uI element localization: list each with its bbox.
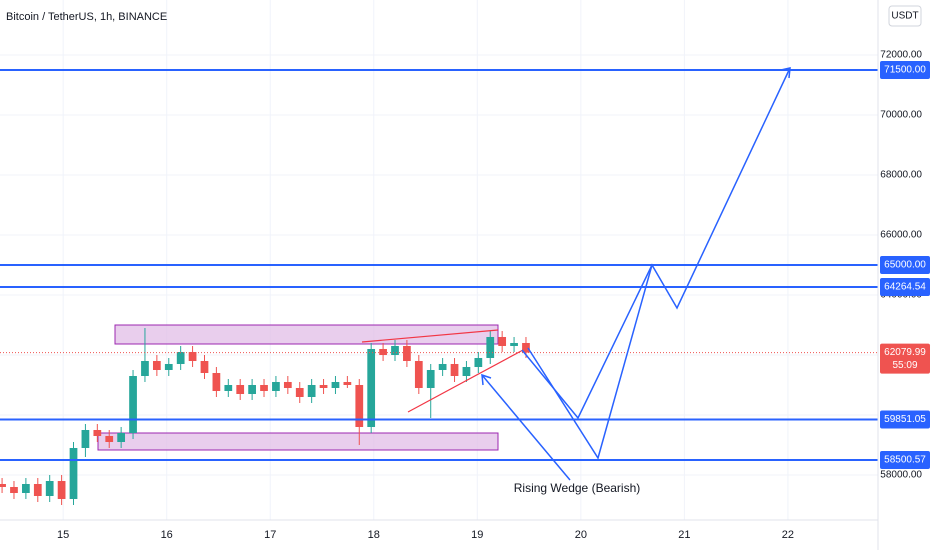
candle-body (283, 381, 292, 388)
price-line-label: 64264.54 (884, 282, 926, 293)
candle-body (391, 345, 399, 355)
x-tick-label: 15 (57, 529, 69, 541)
candle-body (510, 342, 518, 346)
candle-body (307, 384, 316, 397)
y-tick-label: 58000.00 (880, 470, 922, 481)
arrow-head (481, 373, 492, 386)
candle-body (486, 336, 495, 358)
candle-body (0, 483, 6, 487)
candle-body (33, 483, 42, 496)
arrow-path (481, 374, 571, 481)
price-line-tag (880, 278, 930, 297)
candles (0, 327, 530, 505)
y-tick-label: 68000.00 (880, 170, 922, 181)
arrow-head (780, 67, 791, 79)
x-tick-label: 22 (782, 529, 794, 541)
candle-body (498, 336, 507, 346)
countdown: 55:09 (892, 360, 917, 371)
price-lines (0, 68, 878, 461)
candle-body (22, 483, 30, 493)
candle-body (57, 480, 66, 499)
candle-body (355, 384, 364, 427)
price-line-label: 71500.00 (884, 65, 926, 76)
current-price-label: 62079.99 (884, 347, 926, 358)
candle-body (522, 342, 530, 353)
candle-body (414, 360, 423, 388)
x-tick-label: 20 (575, 529, 587, 541)
candle-body (236, 384, 245, 394)
price-line-tag (880, 450, 930, 469)
x-tick-label: 17 (264, 529, 276, 541)
range-box (114, 324, 499, 345)
candle-body (164, 363, 173, 370)
candle-body (105, 435, 114, 442)
x-tick-label: 18 (368, 529, 380, 541)
y-tick-label: 66000.00 (880, 230, 922, 241)
x-tick-label: 21 (678, 529, 690, 541)
candle-body (176, 351, 185, 364)
candle-body (141, 360, 149, 376)
candle-body (212, 372, 221, 391)
wedge-line (361, 329, 499, 343)
candle-body (295, 387, 304, 397)
currency-button[interactable] (888, 5, 922, 27)
candle-body (272, 381, 280, 391)
price-line-label: 58500.57 (884, 455, 926, 466)
wedge-line (407, 349, 524, 413)
candle-body (319, 384, 328, 388)
candle-body (45, 480, 54, 496)
candle-body (343, 381, 352, 385)
range-box (97, 432, 499, 451)
x-tick-label: 16 (161, 529, 173, 541)
candle-body (81, 429, 90, 448)
candle-body (426, 369, 435, 388)
candle-body (200, 360, 209, 373)
candle-body (379, 348, 387, 355)
candle-body (462, 366, 471, 376)
annotation: Rising Wedge (Bearish) (514, 481, 641, 495)
candle-body (474, 357, 483, 367)
candle-body (10, 486, 18, 493)
candle-body (403, 345, 411, 361)
candle-body (438, 363, 447, 370)
price-line-label: 59851.05 (884, 414, 926, 425)
candle-body (248, 384, 256, 394)
axes: 58000.0060000.0062000.0064000.0066000.00… (57, 50, 930, 541)
price-line-tag (880, 410, 930, 429)
candle-body (117, 432, 126, 442)
x-tick-label: 19 (471, 529, 483, 541)
candle-body (331, 381, 340, 388)
candle-body (69, 447, 78, 499)
y-tick-label: 72000.00 (880, 50, 922, 61)
candle-body (450, 363, 459, 376)
price-line-tag (880, 255, 930, 274)
price-line-tag (880, 60, 930, 79)
symbol-title: Bitcoin / TetherUS, 1h, BINANCE (6, 11, 167, 23)
projection-arrows (481, 67, 791, 481)
current-price-tag (880, 343, 930, 374)
y-tick-label: 70000.00 (880, 110, 922, 121)
candle-body (224, 384, 233, 391)
currency-label[interactable]: USDT (891, 11, 918, 22)
candle-body (367, 348, 376, 427)
candle-body (129, 375, 137, 433)
candle-body (152, 360, 161, 370)
candle-body (260, 384, 268, 391)
price-line-label: 65000.00 (884, 260, 926, 271)
candle-body (188, 351, 197, 361)
arrow-path (527, 264, 653, 460)
candle-body (93, 429, 102, 436)
